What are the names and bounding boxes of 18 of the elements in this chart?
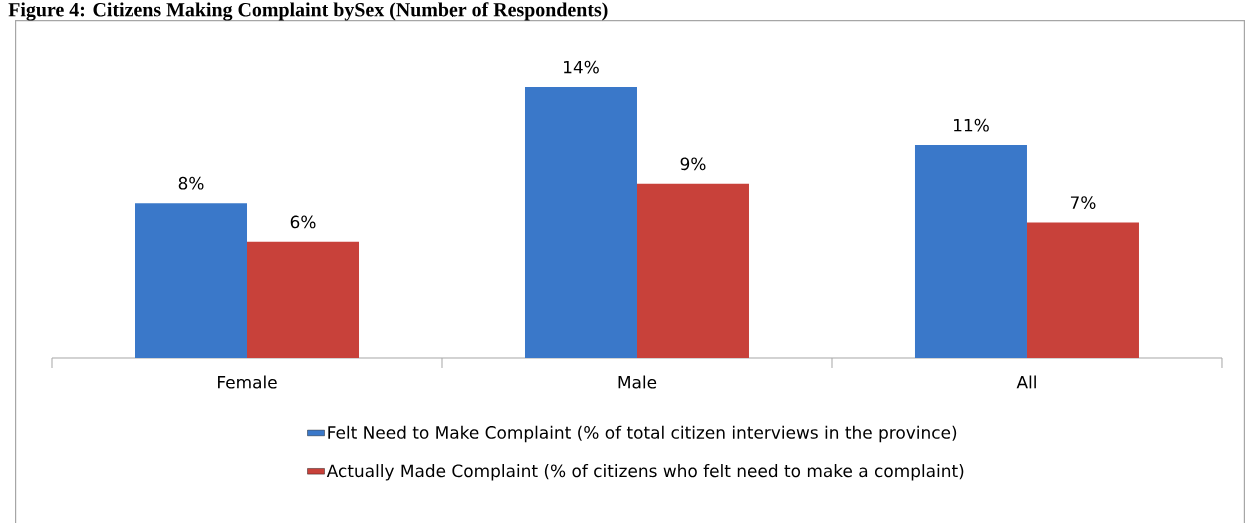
data-label: 14% (564, 60, 599, 74)
data-label: 7% (1070, 196, 1096, 209)
chart-title: Figure 4: Citizens Making Complaint bySex (Number of Respondents) (8, 2, 608, 21)
x-tick-label: All (1016, 375, 1036, 389)
legend-label: Actually Made Complaint (% of citizens who felt need to make a complaint) (326, 464, 964, 481)
data-label: 6% (290, 215, 316, 229)
bar (247, 241, 360, 358)
x-tick-label: Male (618, 375, 657, 389)
bar (1026, 222, 1139, 358)
legend-label: Felt Need to Make Complaint (% of total citizen interviews in the province) (328, 425, 957, 443)
data-label: 8% (178, 176, 204, 190)
bar (135, 203, 248, 358)
bar (914, 145, 1027, 358)
data-label: 11% (954, 118, 989, 132)
bar (636, 183, 749, 358)
bar (524, 86, 637, 358)
data-label: 9% (680, 157, 706, 171)
x-tick-label: Female (218, 375, 277, 389)
